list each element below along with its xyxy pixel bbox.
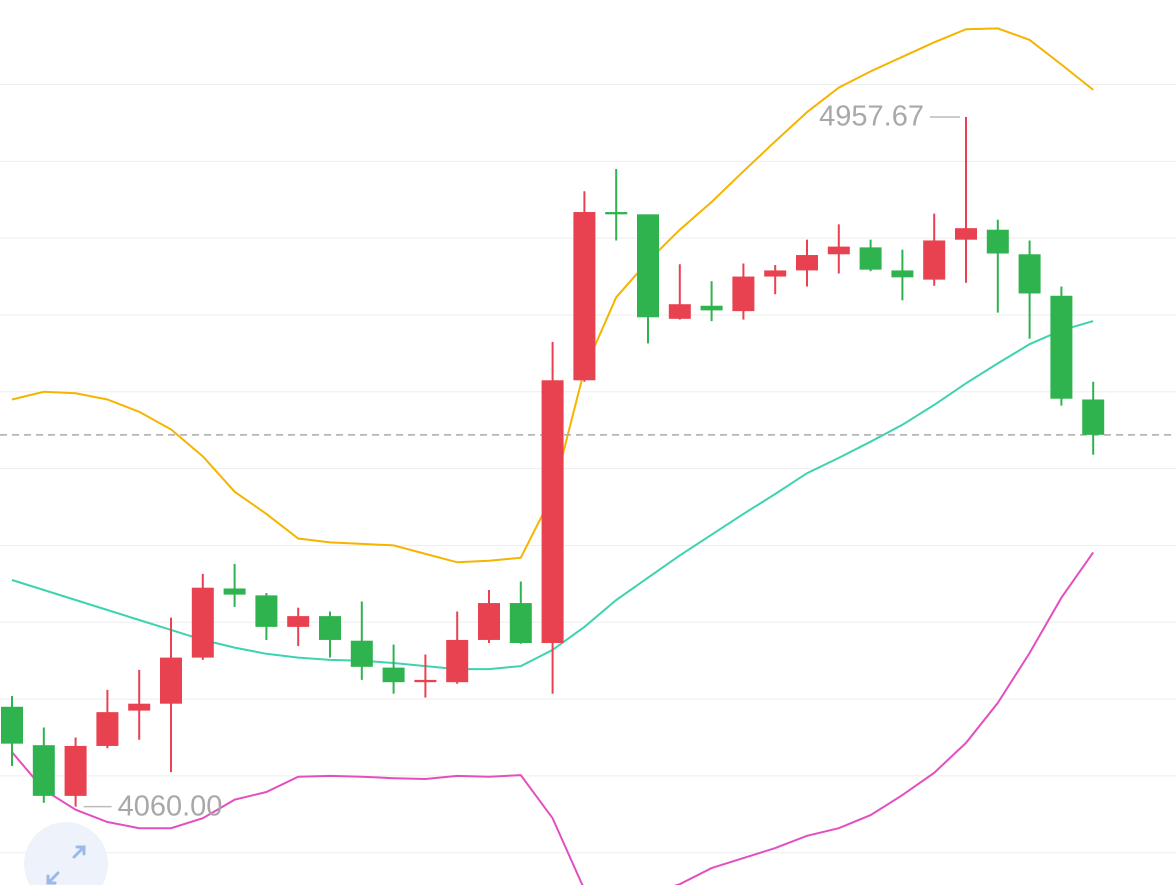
expand-button[interactable] <box>24 822 108 885</box>
candle-body <box>796 255 818 271</box>
candle-body <box>955 228 977 240</box>
candle-body <box>287 616 310 627</box>
candle-body <box>605 212 628 215</box>
candle-body <box>764 270 787 277</box>
candle-body <box>1018 254 1041 294</box>
candle-body <box>191 587 214 658</box>
candle-body <box>64 745 87 796</box>
candle-body <box>573 212 596 381</box>
candle-body <box>160 657 182 704</box>
candle-body <box>1 706 23 744</box>
candle-body <box>700 305 723 311</box>
candle-body <box>1082 399 1105 435</box>
expand-button-bg[interactable] <box>24 822 108 885</box>
candle-body <box>414 679 437 683</box>
high-label: 4957.67 <box>819 101 924 133</box>
candle-body <box>541 380 564 644</box>
low-label: 4060.00 <box>118 790 223 822</box>
candle-body <box>827 246 850 255</box>
candle-body <box>859 247 882 270</box>
candle-body <box>223 588 246 595</box>
candle-body <box>923 240 946 280</box>
candle-body <box>637 214 659 318</box>
candle-body <box>255 595 278 627</box>
candle-body <box>319 616 341 640</box>
candle-body <box>96 712 119 746</box>
candle-body <box>128 703 151 711</box>
candle-body <box>382 667 405 683</box>
candle-body <box>732 276 755 312</box>
candle-body <box>891 270 914 278</box>
candle-body <box>509 603 532 644</box>
expand-icon[interactable] <box>46 845 86 885</box>
candle-body <box>446 639 469 683</box>
candle-body <box>478 603 500 640</box>
plot-layer: 4957.67 4060.00 <box>0 27 1176 885</box>
candle-body <box>350 640 373 667</box>
band-line <box>11 551 1095 885</box>
candle-body <box>986 229 1009 254</box>
candle-body <box>668 304 691 319</box>
candle-body <box>32 745 55 796</box>
candle-body <box>1050 295 1073 399</box>
